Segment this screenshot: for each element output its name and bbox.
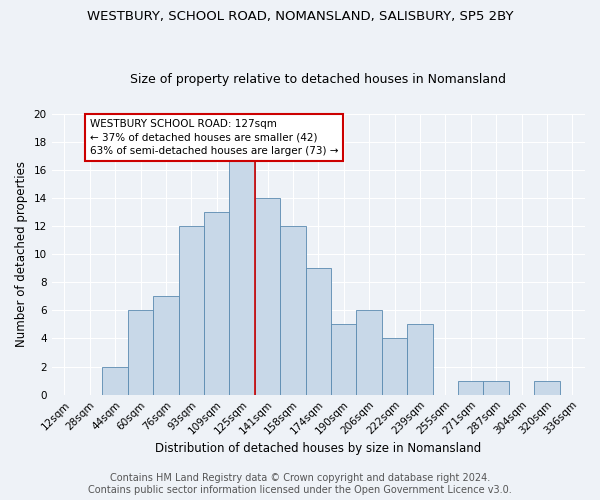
Text: WESTBURY, SCHOOL ROAD, NOMANSLAND, SALISBURY, SP5 2BY: WESTBURY, SCHOOL ROAD, NOMANSLAND, SALIS… xyxy=(87,10,513,23)
Bar xyxy=(128,310,153,394)
Bar xyxy=(484,380,509,394)
Text: WESTBURY SCHOOL ROAD: 127sqm
← 37% of detached houses are smaller (42)
63% of se: WESTBURY SCHOOL ROAD: 127sqm ← 37% of de… xyxy=(90,119,338,156)
Y-axis label: Number of detached properties: Number of detached properties xyxy=(15,161,28,347)
Bar xyxy=(179,226,204,394)
Text: Contains HM Land Registry data © Crown copyright and database right 2024.
Contai: Contains HM Land Registry data © Crown c… xyxy=(88,474,512,495)
Bar xyxy=(280,226,305,394)
Bar xyxy=(153,296,179,394)
Bar xyxy=(331,324,356,394)
Bar xyxy=(458,380,484,394)
Bar xyxy=(356,310,382,394)
Bar xyxy=(534,380,560,394)
Bar xyxy=(382,338,407,394)
X-axis label: Distribution of detached houses by size in Nomansland: Distribution of detached houses by size … xyxy=(155,442,481,455)
Bar xyxy=(204,212,229,394)
Bar xyxy=(255,198,280,394)
Bar xyxy=(407,324,433,394)
Bar xyxy=(229,156,255,394)
Bar xyxy=(103,366,128,394)
Bar xyxy=(305,268,331,394)
Title: Size of property relative to detached houses in Nomansland: Size of property relative to detached ho… xyxy=(130,73,506,86)
